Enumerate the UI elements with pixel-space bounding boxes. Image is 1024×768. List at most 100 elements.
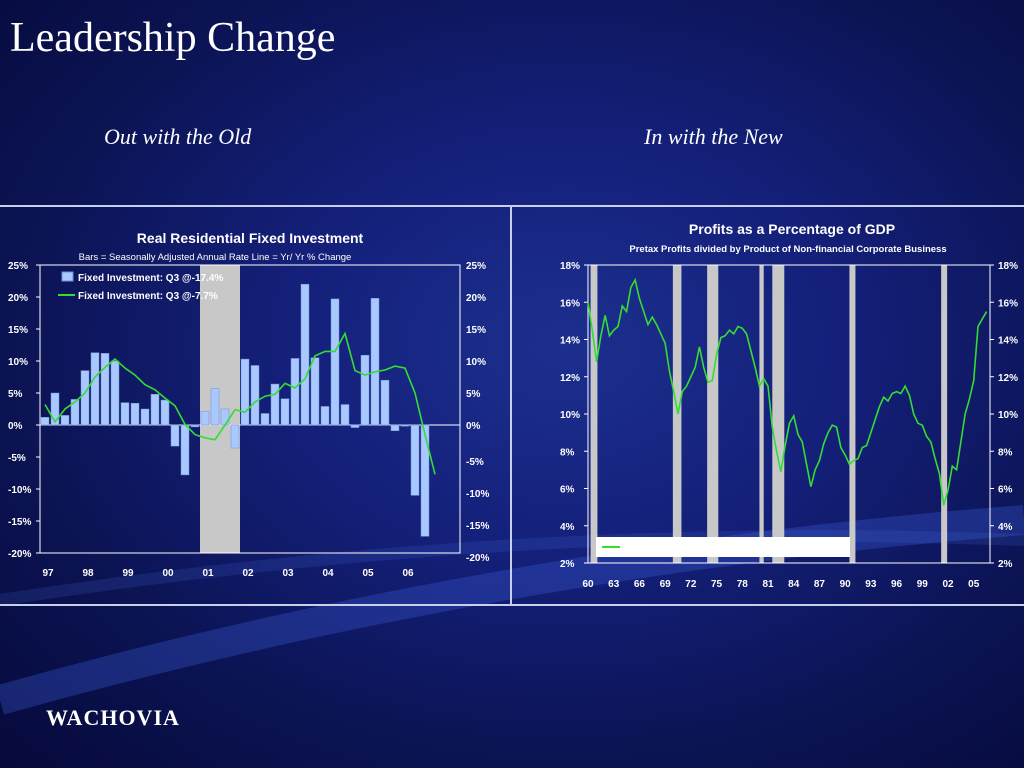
x-tick-label: 99 <box>122 568 134 579</box>
bar <box>290 358 300 426</box>
bar <box>110 360 120 426</box>
bar <box>80 370 90 426</box>
y-tick-label-left: 10% <box>8 357 28 368</box>
y-tick-label-left: -15% <box>8 517 31 528</box>
bar <box>90 352 100 426</box>
y-tick-label-right: 2% <box>998 559 1013 570</box>
x-tick-label: 93 <box>865 579 877 590</box>
y-tick-label-right: 5% <box>466 389 481 400</box>
wachovia-logo: WACHOVIA <box>46 705 180 730</box>
y-tick-label-right: 18% <box>998 261 1018 272</box>
legend-box <box>596 537 850 557</box>
bar <box>100 353 110 426</box>
bar <box>70 399 80 426</box>
residential-investment-chart: Real Residential Fixed Investment Bars = … <box>8 230 489 579</box>
bar <box>380 379 390 426</box>
x-tick-label: 63 <box>608 579 620 590</box>
legend-label: Fixed Investment: Q3 @-7.7% <box>78 291 218 302</box>
y-tick-label-left: 0% <box>8 421 23 432</box>
y-tick-label-left: -10% <box>8 485 31 496</box>
recession-band <box>590 265 598 563</box>
x-tick-label: 05 <box>968 579 980 590</box>
x-tick-label: 02 <box>242 568 254 579</box>
bar <box>320 406 330 426</box>
y-tick-label-left: 8% <box>560 447 575 458</box>
x-tick-label: 69 <box>660 579 672 590</box>
y-tick-label-left: 14% <box>560 336 580 347</box>
y-tick-label-right: -10% <box>466 489 489 500</box>
bar <box>230 424 240 449</box>
bar <box>140 408 150 426</box>
bar <box>350 424 360 428</box>
x-tick-label: 96 <box>891 579 903 590</box>
recession-band <box>759 265 764 563</box>
bar <box>370 298 380 426</box>
y-tick-label-right: -5% <box>466 457 484 468</box>
bar <box>390 424 400 432</box>
recession-band <box>707 265 719 563</box>
bar <box>50 392 60 426</box>
subtitle-old: Out with the Old <box>104 124 252 149</box>
bar <box>220 408 230 426</box>
chart-subtitle: Bars = Seasonally Adjusted Annual Rate L… <box>79 252 352 263</box>
x-tick-label: 81 <box>762 579 774 590</box>
x-tick-label: 01 <box>202 568 214 579</box>
x-tick-label: 97 <box>42 568 54 579</box>
y-tick-label-right: -20% <box>466 553 489 564</box>
bar <box>210 388 220 426</box>
legend-bar-swatch <box>61 271 74 282</box>
bar <box>340 404 350 426</box>
bar <box>160 399 170 426</box>
y-tick-label-right: 6% <box>998 485 1013 496</box>
y-tick-label-right: 12% <box>998 373 1018 384</box>
bar <box>360 354 370 426</box>
x-tick-label: 78 <box>737 579 749 590</box>
bar <box>120 402 130 426</box>
x-tick-label: 99 <box>917 579 929 590</box>
bar <box>200 411 210 426</box>
series-line <box>587 277 988 506</box>
bar <box>130 402 140 426</box>
x-tick-label: 00 <box>162 568 174 579</box>
x-tick-label: 98 <box>82 568 94 579</box>
y-tick-label-left: 25% <box>8 261 28 272</box>
y-tick-label-right: 10% <box>466 357 486 368</box>
bar <box>410 424 420 496</box>
recession-band <box>941 265 948 563</box>
x-tick-label: 75 <box>711 579 723 590</box>
page-title: Leadership Change <box>10 15 336 61</box>
y-tick-label-right: 25% <box>466 261 486 272</box>
y-tick-label-left: 5% <box>8 389 23 400</box>
plot-frame <box>587 264 991 564</box>
bar <box>420 424 430 537</box>
y-tick-label-left: 15% <box>8 325 28 336</box>
recession-band <box>772 265 785 563</box>
x-tick-label: 03 <box>282 568 294 579</box>
series-line <box>44 331 436 475</box>
x-tick-label: 02 <box>942 579 954 590</box>
bar <box>240 358 250 426</box>
y-tick-label-right: 14% <box>998 336 1018 347</box>
chart-title: Profits as a Percentage of GDP <box>689 221 895 237</box>
x-tick-label: 72 <box>685 579 697 590</box>
bar <box>330 298 340 426</box>
x-tick-label: 90 <box>840 579 852 590</box>
legend-label: Fixed Investment: Q3 @-17.4% <box>78 273 223 284</box>
recession-band <box>849 265 856 563</box>
top-divider <box>0 205 1024 207</box>
y-tick-label-left: 18% <box>560 261 580 272</box>
bar <box>180 424 190 476</box>
bar <box>280 398 290 426</box>
bar <box>260 413 270 426</box>
bar <box>190 424 200 428</box>
plot-frame <box>39 264 461 554</box>
bar <box>170 424 180 447</box>
recession-band <box>672 265 682 563</box>
subtitle-new: In with the New <box>644 124 783 149</box>
y-tick-label-right: 16% <box>998 298 1018 309</box>
x-tick-label: 84 <box>788 579 800 590</box>
chart-subtitle: Pretax Profits divided by Product of Non… <box>629 244 946 255</box>
recession-band <box>200 265 240 553</box>
y-tick-label-right: 8% <box>998 447 1013 458</box>
